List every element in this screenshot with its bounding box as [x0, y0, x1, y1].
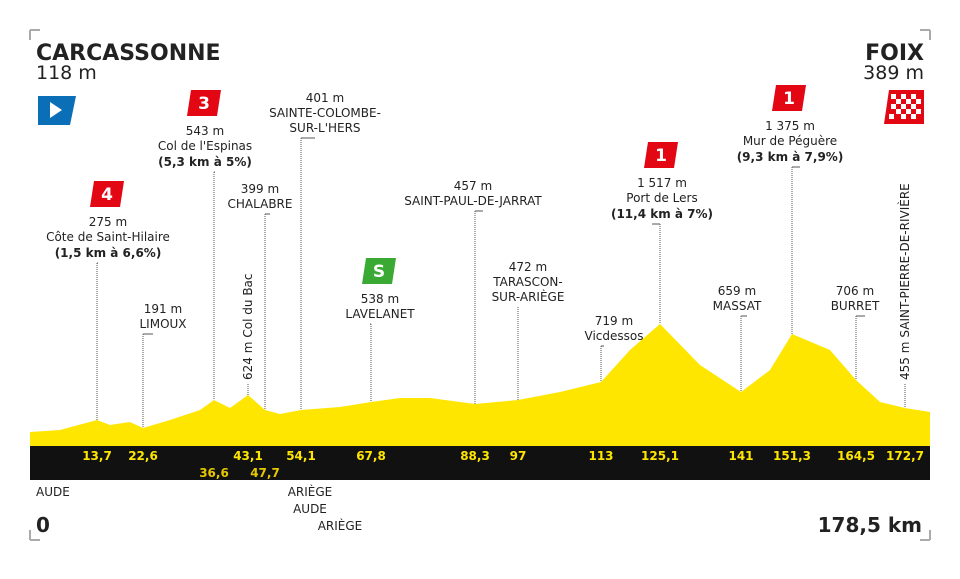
finish-flag — [884, 90, 924, 124]
category-number: S — [373, 262, 385, 282]
place-name: LIMOUX — [139, 317, 186, 331]
place-name: Mur de Péguère — [743, 134, 837, 148]
finish-altitude: 389 m — [863, 62, 924, 84]
place-name: TARASCON- — [492, 275, 562, 289]
km-label: 54,1 — [286, 449, 316, 463]
place-name: SUR-L'HERS — [289, 121, 360, 135]
altitude: 401 m — [306, 91, 344, 105]
category-number: 3 — [198, 94, 210, 114]
category-badge — [362, 258, 396, 284]
altitude: 1 375 m — [765, 119, 815, 133]
place-name: Col du Bac — [241, 273, 255, 337]
category-badge — [90, 181, 124, 207]
start-altitude: 118 m — [36, 62, 97, 84]
vertical-label: 624 m Col du Bac — [241, 273, 255, 380]
km-label: 36,6 — [199, 466, 229, 480]
place-name: SAINT-PAUL-DE-JARRAT — [404, 194, 542, 208]
start-km: 0 — [36, 513, 50, 537]
place-name: MASSAT — [713, 299, 762, 313]
climb-detail: (5,3 km à 5%) — [158, 155, 252, 169]
place-name: Port de Lers — [626, 191, 697, 205]
category-badge — [644, 142, 678, 168]
profile — [30, 324, 930, 446]
finish-km: 178,5 km — [818, 513, 922, 537]
place-name: LAVELANET — [345, 307, 415, 321]
start-arrow — [50, 102, 62, 118]
altitude: 472 m — [509, 260, 547, 274]
altitude: 1 517 m — [637, 176, 687, 190]
category-number: 4 — [101, 185, 113, 205]
place-name: CHALABRE — [228, 197, 293, 211]
place-name: SAINT-PIERRE-DE-RIVIÈRE — [897, 183, 912, 337]
place-name: BURRET — [831, 299, 880, 313]
km-label: 67,8 — [356, 449, 386, 463]
vertical-label: 455 m SAINT-PIERRE-DE-RIVIÈRE — [897, 183, 912, 380]
altitude: 538 m — [361, 292, 399, 306]
climb-detail: (9,3 km à 7,9%) — [737, 150, 844, 164]
department-label: ARIÈGE — [318, 518, 363, 533]
department-label: AUDE — [293, 502, 327, 516]
altitude: 543 m — [186, 124, 224, 138]
finish-name: FOIX — [865, 41, 924, 66]
km-label: 113 — [588, 449, 613, 463]
km-label: 141 — [728, 449, 753, 463]
altitude: 706 m — [836, 284, 874, 298]
department-label: AUDE — [36, 485, 70, 499]
altitude: 455 m — [898, 342, 912, 380]
place-name: SAINTE-COLOMBE- — [269, 106, 381, 120]
altitude: 624 m — [241, 342, 255, 380]
km-label: 164,5 — [837, 449, 875, 463]
altitude: 275 m — [89, 215, 127, 229]
altitude: 659 m — [718, 284, 756, 298]
category-badge — [772, 85, 806, 111]
category-badge — [187, 90, 221, 116]
altitude: 191 m — [144, 302, 182, 316]
km-label: 125,1 — [641, 449, 679, 463]
start-name: CARCASSONNE — [36, 41, 221, 66]
climb-detail: (11,4 km à 7%) — [611, 207, 713, 221]
climb-detail: (1,5 km à 6,6%) — [55, 246, 162, 260]
place-name: Vicdessos — [585, 329, 644, 343]
frame — [29, 29, 931, 541]
km-label: 22,6 — [128, 449, 158, 463]
km-label: 97 — [510, 449, 527, 463]
km-label: 13,7 — [82, 449, 112, 463]
category-number: 1 — [783, 89, 795, 109]
altitude: 719 m — [595, 314, 633, 328]
km-label: 172,7 — [886, 449, 924, 463]
place-name: SUR-ARIÈGE — [492, 289, 565, 304]
place-name: Col de l'Espinas — [158, 139, 252, 153]
altitude: 399 m — [241, 182, 279, 196]
km-label: 88,3 — [460, 449, 490, 463]
place-name: Côte de Saint-Hilaire — [46, 230, 170, 244]
km-label: 151,3 — [773, 449, 811, 463]
km-label: 47,7 — [250, 466, 280, 480]
department-label: ARIÈGE — [288, 484, 333, 499]
km-label: 43,1 — [233, 449, 263, 463]
category-number: 1 — [655, 146, 667, 166]
distance-bar — [30, 446, 930, 480]
altitude: 457 m — [454, 179, 492, 193]
